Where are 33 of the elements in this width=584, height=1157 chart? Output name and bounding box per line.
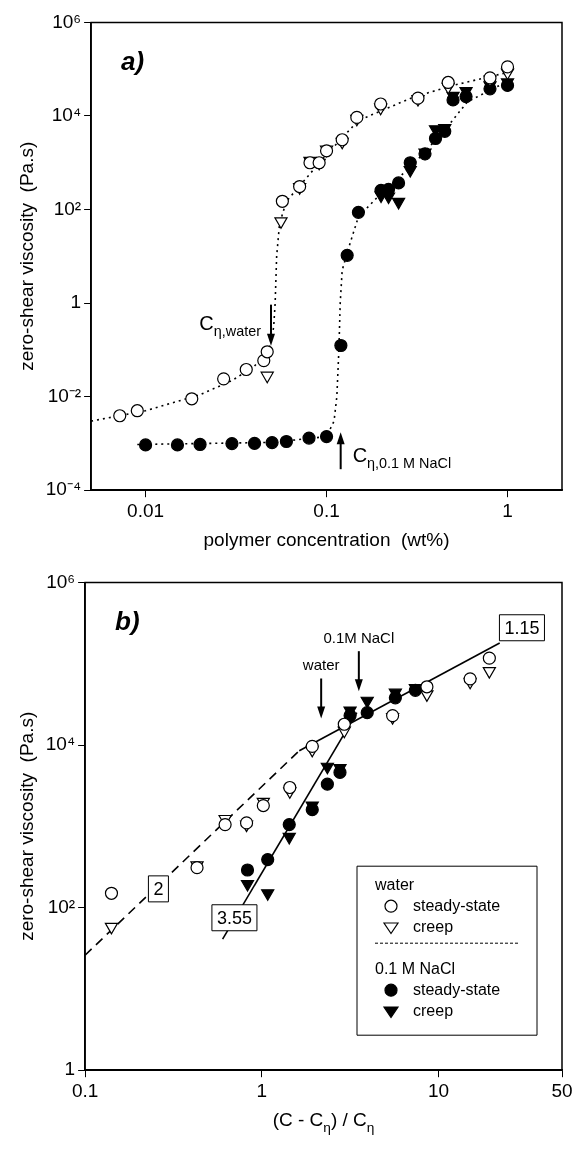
y-tick-label: 10² bbox=[47, 895, 76, 917]
y-tick-label: 10² bbox=[53, 197, 82, 219]
legend-label: creep bbox=[413, 918, 454, 936]
text: a) bbox=[121, 46, 145, 77]
text: b) bbox=[115, 606, 140, 637]
y-tick-label: 1 bbox=[70, 291, 82, 313]
annotation: 2 bbox=[153, 879, 164, 900]
x-tick-label: 1 bbox=[256, 1079, 268, 1101]
x-axis-title: polymer concentration (wt%) bbox=[203, 529, 450, 551]
y-axis-title: zero-shear viscosity (Pa.s) bbox=[15, 711, 37, 941]
x-tick-label: 10 bbox=[427, 1079, 450, 1101]
annotation: 1.15 bbox=[504, 618, 540, 639]
annotation: 3.55 bbox=[216, 908, 252, 929]
x-tick-label: 0.01 bbox=[127, 499, 165, 521]
y-tick-label: 10⁴ bbox=[45, 733, 76, 755]
x-tick-label: 50 bbox=[551, 1079, 573, 1101]
y-tick-label: 10⁶ bbox=[52, 10, 82, 32]
annotation: 0.1M NaCl bbox=[323, 629, 395, 647]
y-tick-label: 10⁶ bbox=[46, 570, 76, 592]
legend-title: water bbox=[374, 876, 415, 894]
annotation: 0.1 M NaCl bbox=[375, 960, 456, 978]
annotation: water bbox=[301, 656, 340, 674]
y-tick-label: 1 bbox=[64, 1058, 76, 1080]
legend-label: steady-state bbox=[413, 981, 501, 999]
y-tick-label: 10⁻⁴ bbox=[45, 478, 82, 500]
legend-label: creep bbox=[413, 1002, 454, 1020]
x-tick-label: 0.1 bbox=[71, 1079, 99, 1101]
x-tick-label: 1 bbox=[502, 499, 513, 521]
x-tick-label: 0.1 bbox=[313, 499, 340, 521]
y-tick-label: 10⁴ bbox=[51, 104, 82, 126]
legend-label: steady-state bbox=[413, 897, 501, 915]
y-tick-label: 10⁻² bbox=[47, 384, 82, 406]
y-axis-title: zero-shear viscosity (Pa.s) bbox=[15, 141, 37, 371]
